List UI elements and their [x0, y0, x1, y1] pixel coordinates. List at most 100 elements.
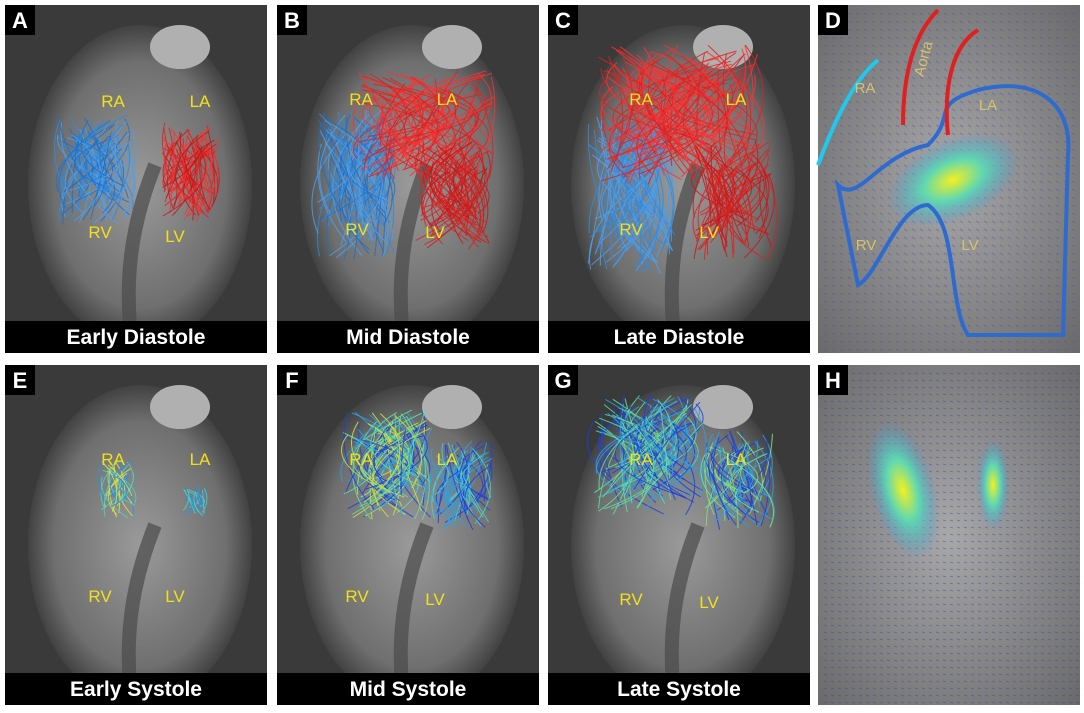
- vector: [970, 540, 975, 543]
- vector: [935, 284, 940, 288]
- vector: [900, 638, 905, 641]
- vector: [1047, 442, 1052, 445]
- vector: [900, 568, 905, 571]
- vector: [1047, 156, 1052, 160]
- vector: [951, 20, 956, 24]
- vector: [983, 340, 988, 344]
- vector: [1054, 554, 1059, 557]
- vector: [1007, 12, 1012, 16]
- vector: [886, 568, 891, 571]
- vector: [837, 659, 842, 662]
- streamline: [196, 141, 215, 193]
- vector: [879, 652, 884, 655]
- vector: [1047, 393, 1052, 396]
- streamline: [423, 142, 489, 238]
- vector: [831, 196, 836, 200]
- vector: [893, 638, 898, 641]
- vector: [970, 421, 975, 424]
- vector: [956, 603, 961, 606]
- vector: [1061, 519, 1066, 522]
- vector: [887, 292, 892, 296]
- vector: [935, 561, 940, 564]
- vector: [935, 428, 940, 431]
- vector: [851, 687, 856, 690]
- vector: [1063, 36, 1068, 40]
- vector: [943, 348, 948, 352]
- vector: [977, 673, 982, 676]
- vector: [967, 284, 972, 288]
- vector: [1005, 421, 1010, 424]
- vector: [1047, 526, 1052, 529]
- vector: [970, 624, 975, 627]
- jet: [977, 440, 1009, 530]
- vector: [895, 132, 900, 136]
- vector: [831, 84, 836, 88]
- vector: [847, 68, 852, 72]
- vector: [1031, 44, 1036, 48]
- vector: [1061, 673, 1066, 676]
- vector: [991, 60, 996, 64]
- vector: [1040, 456, 1045, 459]
- vector: [1061, 645, 1066, 648]
- streamline: [71, 133, 103, 221]
- streamline: [739, 448, 760, 501]
- vector: [998, 617, 1003, 620]
- vector: [893, 554, 898, 557]
- vector: [863, 100, 868, 104]
- vector: [851, 512, 856, 515]
- vector: [977, 603, 982, 606]
- vector: [893, 386, 898, 389]
- vector: [1047, 212, 1052, 216]
- vector: [1033, 554, 1038, 557]
- vector: [1061, 582, 1066, 585]
- vector: [855, 180, 860, 184]
- vector: [823, 491, 828, 494]
- vector: [959, 348, 964, 352]
- vector: [855, 60, 860, 64]
- vector: [999, 348, 1004, 352]
- vector: [1047, 568, 1052, 571]
- streamline: [69, 117, 89, 210]
- vector: [935, 100, 940, 104]
- vector: [963, 575, 968, 578]
- streamline: [373, 431, 410, 480]
- vector: [949, 400, 954, 403]
- vector: [823, 484, 828, 487]
- vector: [1005, 442, 1010, 445]
- vector: [1040, 561, 1045, 564]
- vector: [844, 680, 849, 683]
- vector: [1005, 554, 1010, 557]
- vector: [1040, 477, 1045, 480]
- vector: [863, 204, 868, 208]
- vector: [942, 666, 947, 669]
- vector: [935, 701, 940, 704]
- vector: [914, 400, 919, 403]
- streamline: [615, 407, 659, 469]
- vector: [858, 414, 863, 417]
- vector: [879, 60, 884, 64]
- vector: [858, 463, 863, 466]
- vector: [975, 100, 980, 104]
- vector: [886, 589, 891, 592]
- vector: [998, 561, 1003, 564]
- vector: [837, 680, 842, 683]
- streamline: [666, 395, 697, 470]
- vector: [1054, 400, 1059, 403]
- vector: [935, 470, 940, 473]
- vector: [951, 300, 956, 304]
- vector: [1039, 108, 1044, 112]
- vector: [858, 694, 863, 697]
- vector: [919, 292, 924, 296]
- vector: [895, 76, 900, 80]
- vector: [887, 156, 892, 160]
- vector: [977, 540, 982, 543]
- streamline: [186, 128, 203, 207]
- vector: [823, 680, 828, 683]
- vector: [1061, 421, 1066, 424]
- vector: [921, 596, 926, 599]
- vector: [839, 148, 844, 152]
- vector: [823, 673, 828, 676]
- vector: [949, 554, 954, 557]
- streamline: [55, 123, 116, 193]
